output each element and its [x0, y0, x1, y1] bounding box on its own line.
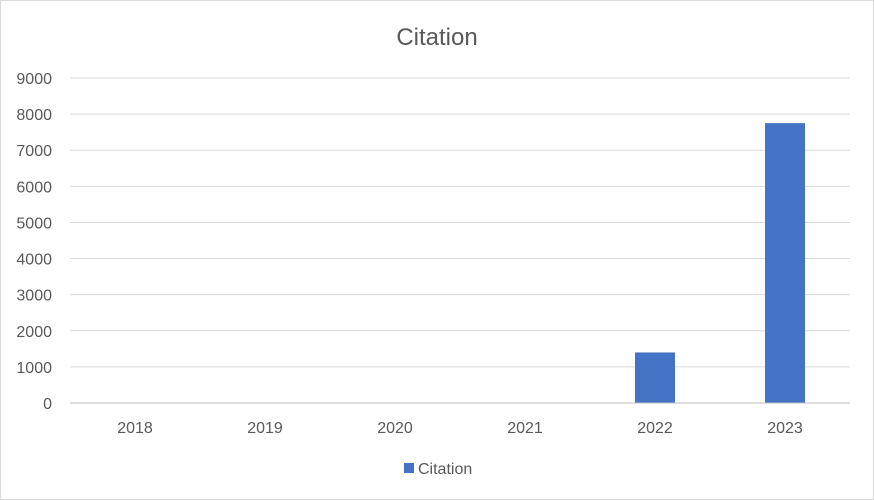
legend-swatch	[404, 463, 414, 473]
chart-title: Citation	[396, 24, 477, 51]
gridlines	[70, 77, 850, 368]
y-tick-label: 4000	[16, 252, 52, 269]
y-tick-label: 1000	[16, 360, 52, 377]
bar-2022	[635, 352, 675, 403]
bars	[635, 123, 805, 403]
legend: Citation	[404, 461, 472, 478]
x-tick-label: 2019	[247, 420, 283, 437]
y-tick-label: 7000	[16, 143, 52, 160]
y-tick-label: 9000	[16, 71, 52, 88]
x-tick-label: 2018	[117, 420, 153, 437]
x-axis-tick-labels: 2018 2019 2020 2021 2022 2023	[117, 420, 803, 437]
bar-2023	[765, 123, 805, 403]
y-tick-label: 6000	[16, 179, 52, 196]
legend-label: Citation	[418, 461, 472, 478]
y-tick-label: 3000	[16, 288, 52, 305]
x-tick-label: 2022	[637, 420, 673, 437]
y-tick-label: 8000	[16, 107, 52, 124]
y-tick-label: 5000	[16, 215, 52, 232]
y-axis-tick-labels: 0 1000 2000 3000 4000 5000 6000 7000 8000 9000	[16, 71, 52, 413]
x-tick-label: 2020	[377, 420, 413, 437]
y-tick-label: 0	[43, 396, 52, 413]
y-tick-label: 2000	[16, 324, 52, 341]
x-tick-label: 2023	[767, 420, 803, 437]
x-tick-label: 2021	[507, 420, 543, 437]
